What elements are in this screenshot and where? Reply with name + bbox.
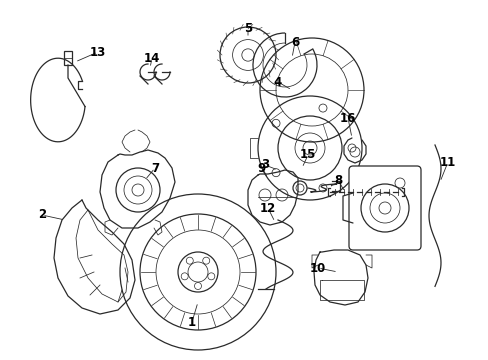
Text: 12: 12 bbox=[259, 202, 276, 215]
Text: 15: 15 bbox=[299, 148, 316, 162]
Text: 14: 14 bbox=[143, 51, 160, 64]
FancyBboxPatch shape bbox=[348, 166, 420, 250]
Text: 13: 13 bbox=[90, 45, 106, 58]
Text: 3: 3 bbox=[261, 158, 268, 171]
Text: 9: 9 bbox=[257, 162, 265, 175]
Text: 2: 2 bbox=[38, 208, 46, 221]
Text: 7: 7 bbox=[151, 162, 159, 175]
Text: 16: 16 bbox=[339, 112, 355, 125]
Text: 5: 5 bbox=[244, 22, 252, 35]
Text: 6: 6 bbox=[290, 36, 299, 49]
Text: 1: 1 bbox=[187, 315, 196, 328]
Text: 4: 4 bbox=[273, 76, 282, 89]
Text: 10: 10 bbox=[309, 261, 325, 274]
Text: 8: 8 bbox=[333, 174, 342, 186]
Text: 11: 11 bbox=[439, 156, 455, 168]
Bar bbox=[64, 51, 72, 65]
